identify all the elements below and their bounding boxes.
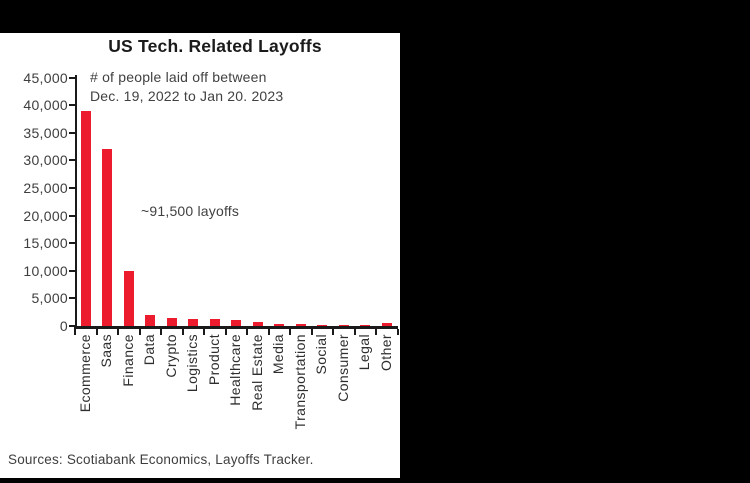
y-tick-label: 45,000: [23, 69, 68, 86]
y-tick: [69, 186, 75, 189]
x-tick: [224, 329, 227, 335]
x-label-finance: Finance: [119, 334, 136, 387]
x-tick: [138, 329, 141, 335]
x-tick: [353, 329, 356, 335]
y-tick-label: 40,000: [23, 97, 68, 114]
x-label-logistics: Logistics: [184, 334, 201, 393]
x-tick: [289, 329, 291, 335]
x-label-product: Product: [205, 334, 222, 386]
x-tick: [117, 329, 119, 335]
x-axis-line: [74, 326, 398, 329]
bar-social: [317, 324, 328, 326]
x-label-real-estate: Real Estate: [248, 334, 265, 411]
bar-media: [274, 323, 285, 326]
bar-other: [381, 323, 392, 326]
bar-data: [145, 314, 156, 326]
bar-real-estate: [252, 322, 263, 326]
y-tick-label: 5,000: [31, 290, 68, 307]
y-tick-label: 15,000: [23, 235, 68, 252]
x-label-consumer: Consumer: [334, 334, 351, 402]
x-tick: [74, 329, 76, 335]
y-tick: [69, 76, 75, 79]
y-tick-label: 0: [59, 318, 68, 334]
y-tick: [69, 242, 75, 245]
bar-healthcare: [231, 320, 242, 326]
y-tick: [69, 269, 75, 272]
x-tick: [396, 329, 399, 335]
total-layoffs-annotation: ~91,500 layoffs: [141, 203, 240, 219]
x-label-saas: Saas: [98, 334, 115, 368]
x-label-crypto: Crypto: [162, 334, 179, 378]
bar-saas: [102, 149, 113, 326]
x-label-data: Data: [141, 334, 158, 366]
x-tick: [310, 329, 313, 335]
x-label-social: Social: [313, 334, 330, 375]
bar-crypto: [166, 317, 177, 326]
y-tick-label: 10,000: [23, 262, 68, 279]
chart-subtitle: # of people laid off between Dec. 19, 20…: [90, 68, 283, 106]
x-label-legal: Legal: [356, 334, 373, 371]
x-label-healthcare: Healthcare: [227, 334, 244, 406]
x-tick: [332, 329, 334, 335]
x-tick: [246, 329, 248, 335]
x-label-transportation: Transportation: [291, 334, 308, 430]
bar-legal: [360, 325, 371, 326]
chart-title: US Tech. Related Layoffs: [108, 36, 322, 56]
x-label-other: Other: [377, 334, 394, 372]
y-tick: [69, 325, 75, 327]
subtitle-line-2: Dec. 19, 2022 to Jan 20. 2023: [90, 88, 284, 104]
y-tick-label: 30,000: [23, 152, 68, 169]
x-tick: [160, 329, 162, 335]
bar-transportation: [295, 324, 306, 326]
bar-logistics: [188, 319, 199, 326]
bar-ecommerce: [80, 110, 91, 326]
y-tick-label: 25,000: [23, 179, 68, 196]
y-axis-line: [75, 75, 77, 329]
x-tick: [375, 329, 377, 335]
y-tick: [69, 104, 75, 107]
x-tick: [181, 329, 184, 335]
y-tick: [69, 297, 75, 300]
bar-finance: [123, 270, 134, 326]
y-tick-label: 20,000: [23, 207, 68, 224]
x-label-media: Media: [270, 334, 287, 375]
bar-consumer: [338, 324, 349, 326]
x-tick: [267, 329, 270, 335]
y-tick: [69, 131, 75, 134]
y-tick-label: 35,000: [23, 124, 68, 141]
x-label-ecommerce: Ecommerce: [76, 334, 93, 413]
bar-product: [209, 319, 220, 326]
subtitle-line-1: # of people laid off between: [90, 69, 267, 85]
y-tick: [69, 214, 75, 217]
chart-panel: US Tech. Related Layoffs # of people lai…: [0, 33, 400, 478]
y-tick: [69, 159, 75, 162]
source-note: Sources: Scotiabank Economics, Layoffs T…: [8, 452, 314, 467]
x-tick: [203, 329, 205, 335]
x-tick: [95, 329, 98, 335]
